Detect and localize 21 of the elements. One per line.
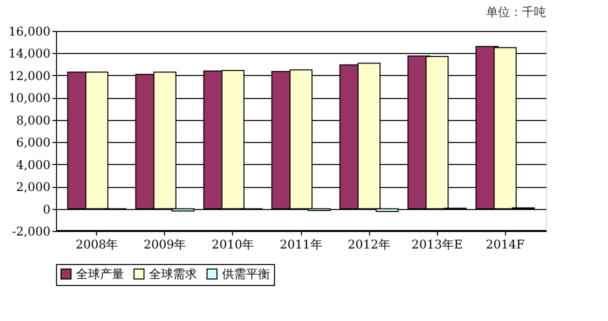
y-tick-label: 4,000: [16, 158, 50, 172]
legend-label: 全球需求: [149, 267, 197, 281]
x-tick-label: 2009年: [144, 238, 186, 252]
y-tick-label: 6,000: [16, 136, 50, 150]
x-tick-label: 2008年: [76, 238, 118, 252]
y-tick-label: 10,000: [8, 91, 50, 106]
y-tick-label: 12,000: [8, 68, 50, 83]
x-tick-label: 2014F: [486, 238, 525, 252]
x-tick-label: 2012年: [348, 238, 390, 252]
legend-label: 全球产量: [76, 267, 124, 281]
y-tick-label: 2,000: [16, 180, 50, 194]
x-tick-label: 2011年: [280, 238, 322, 252]
legend-label: 供需平衡: [222, 267, 270, 281]
x-tick-label: 2010年: [212, 238, 254, 252]
y-tick-label: 8,000: [16, 113, 50, 128]
y-tick-label: 0: [42, 202, 50, 216]
text: 单位：千吨: [486, 5, 546, 19]
y-tick-label: -2,000: [12, 224, 50, 238]
y-tick-label: 14,000: [8, 46, 50, 61]
y-tick-label: 16,000: [8, 24, 50, 38]
x-tick-label: 2013年E: [411, 238, 463, 252]
